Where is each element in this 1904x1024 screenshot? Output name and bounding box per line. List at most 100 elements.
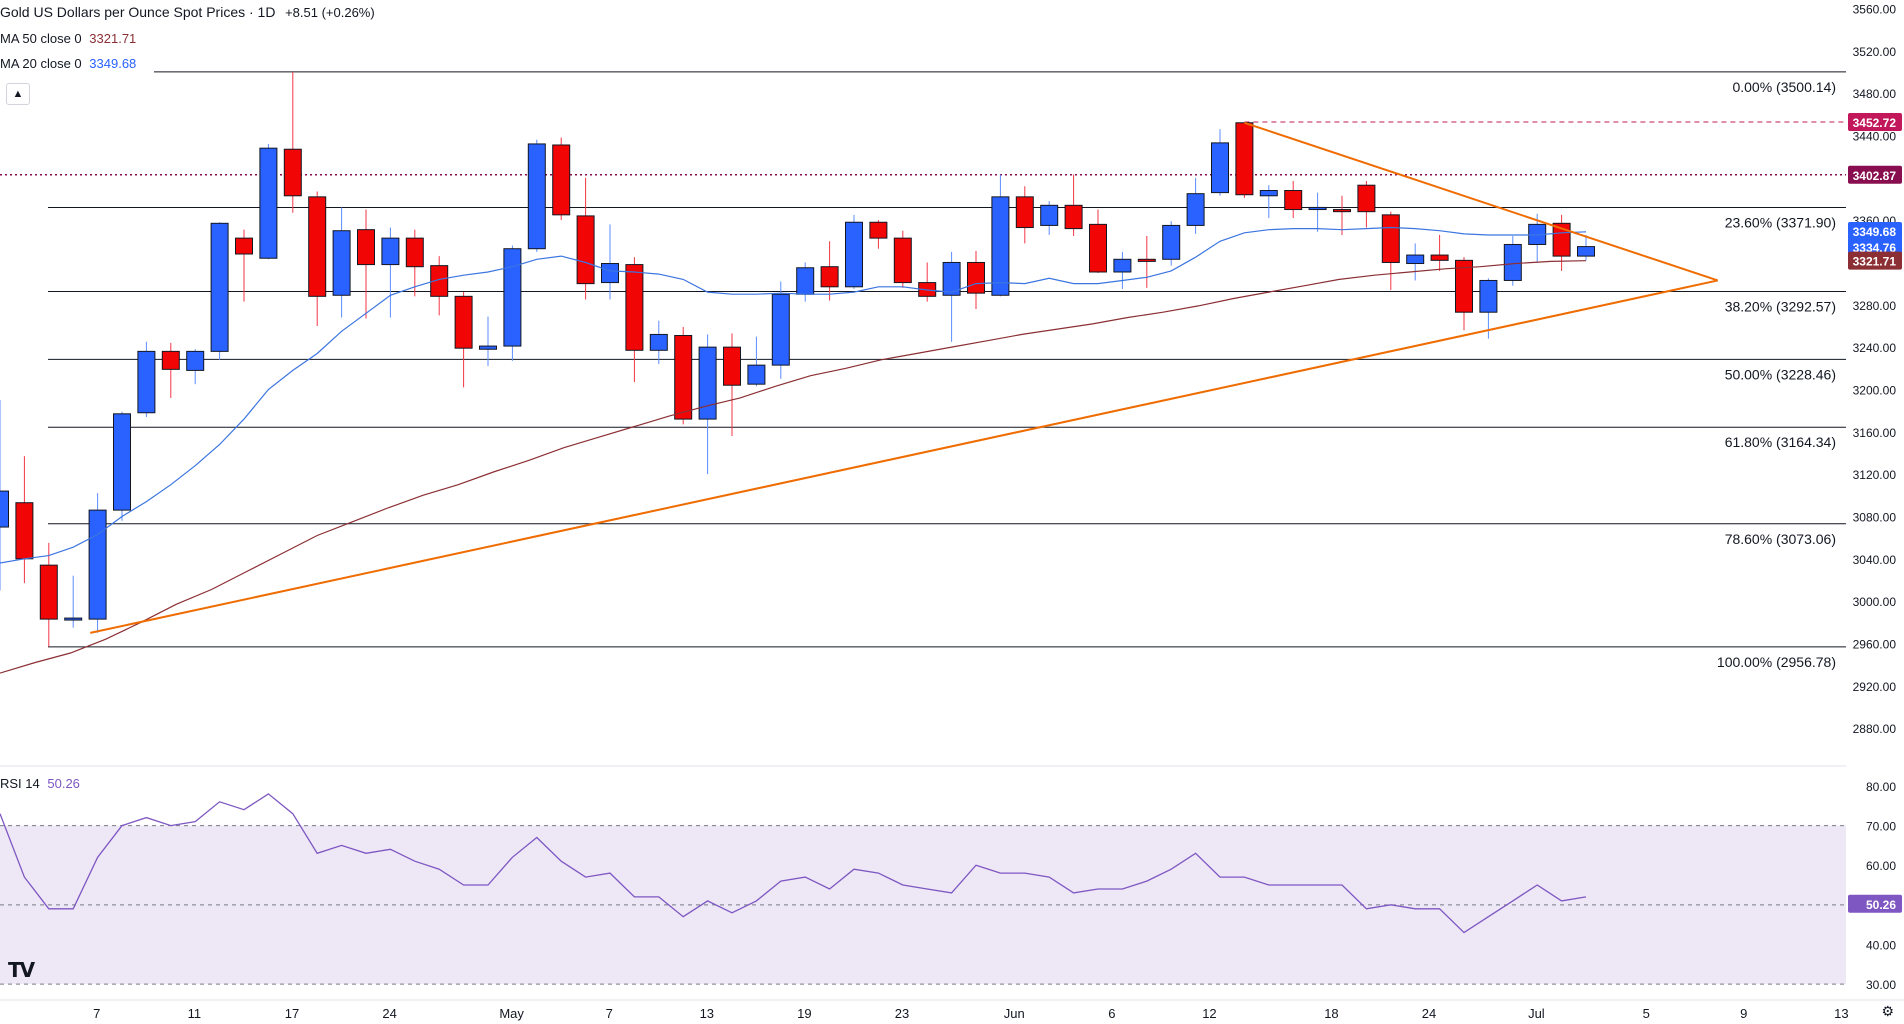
candle-body: [1552, 222, 1571, 257]
candle-body: [1064, 204, 1083, 230]
price-tick-label: 3080.00: [1853, 510, 1897, 524]
fib-label: 61.80% (3164.34): [1725, 434, 1836, 450]
candle-body: [991, 196, 1010, 296]
time-tick-label: Jul: [1528, 1006, 1545, 1021]
candle-body: [576, 215, 595, 285]
rsi-badge-label: 50.26: [1866, 898, 1896, 912]
moving-averages: [0, 226, 1587, 674]
rsi-legend[interactable]: RSI 14 50.26: [0, 776, 80, 791]
candle-body: [39, 564, 58, 620]
candle-body: [113, 413, 131, 511]
candle-body: [1455, 259, 1473, 313]
gear-icon[interactable]: ⚙: [1881, 1003, 1894, 1019]
candle-body: [332, 230, 351, 296]
time-tick-label: May: [499, 1006, 524, 1021]
time-tick-label: 24: [1422, 1006, 1436, 1021]
price-tick-label: 3560.00: [1853, 2, 1897, 16]
candle-body: [381, 237, 400, 266]
candle-body: [649, 333, 668, 351]
ma50-value: 3321.71: [89, 31, 137, 46]
candle-body: [698, 346, 717, 420]
time-tick-label: 9: [1740, 1006, 1747, 1021]
candle-body: [820, 266, 839, 288]
candle-body: [1186, 193, 1205, 226]
price-tick-label: 3520.00: [1853, 45, 1897, 59]
candle-body: [1503, 243, 1522, 281]
ma50-label: MA 50 close 0: [0, 31, 82, 46]
time-tick-label: 19: [797, 1006, 811, 1021]
candle-body: [1577, 246, 1595, 257]
price-badge-label: 3452.72: [1853, 116, 1897, 130]
candle-body: [1089, 223, 1107, 273]
candle-body: [161, 350, 180, 370]
candle-body: [1308, 206, 1327, 211]
price-badge-label: 3334.76: [1853, 241, 1897, 255]
candle-body: [967, 261, 985, 294]
candle-body: [1430, 254, 1449, 261]
candle-body: [1381, 214, 1400, 263]
candle-body: [845, 221, 863, 288]
candle-body: [796, 267, 815, 295]
candle-body: [723, 346, 741, 386]
price-tick-label: 2880.00: [1853, 722, 1897, 736]
chart-title: Gold US Dollars per Ounce Spot Prices · …: [0, 4, 276, 20]
ma20-label: MA 20 close 0: [0, 56, 82, 71]
price-change: +8.51 (+0.26%): [285, 5, 375, 20]
rsi-value: 50.26: [47, 776, 80, 791]
ma20-legend[interactable]: MA 20 close 0 3349.68: [0, 56, 136, 71]
time-tick-label: 6: [1108, 1006, 1115, 1021]
candle-body: [1406, 254, 1425, 265]
tradingview-logo-icon[interactable]: TV: [8, 958, 35, 982]
collapse-legend-button[interactable]: ▲: [6, 83, 30, 105]
chevron-up-icon: ▲: [12, 88, 24, 100]
time-tick-label: 11: [188, 1006, 202, 1021]
time-tick-label: 7: [93, 1006, 100, 1021]
candle-body: [64, 617, 83, 621]
candle-body: [869, 221, 888, 239]
chart-lines: [0, 71, 1846, 767]
fib-labels: 0.00% (3500.14) 23.60% (3371.90) 38.20% (3…: [1717, 79, 1836, 670]
candle-body: [527, 143, 546, 250]
candle-body: [88, 509, 107, 620]
candle-body: [0, 490, 9, 528]
candle-body: [1113, 258, 1132, 273]
candle-body: [552, 144, 571, 216]
candle-body: [1211, 142, 1229, 194]
price-tick-label: 3160.00: [1853, 426, 1897, 440]
price-badge: [1848, 165, 1902, 184]
price-badge: [1848, 237, 1902, 256]
candle-body: [308, 196, 327, 297]
fib-label: 50.00% (3228.46): [1725, 366, 1836, 382]
rsi-tick-label: 60.00: [1866, 859, 1896, 873]
rsi-tick-label: 30.00: [1866, 978, 1896, 992]
price-tick-label: 2960.00: [1853, 637, 1897, 651]
price-badge-label: 3321.71: [1853, 255, 1897, 269]
time-tick-label: 13: [1834, 1006, 1848, 1021]
rsi-badge: [1848, 894, 1902, 913]
candle-body: [1333, 209, 1351, 213]
time-tick-label: 13: [700, 1006, 714, 1021]
time-tick-label: 7: [606, 1006, 613, 1021]
candle-body: [625, 264, 644, 351]
candles: [0, 71, 1595, 647]
candle-body: [1479, 279, 1498, 313]
price-tick-label: 3240.00: [1853, 341, 1897, 355]
candle-body: [1259, 190, 1278, 197]
price-tick-label: 3120.00: [1853, 468, 1897, 482]
fib-label: 100.00% (2956.78): [1717, 654, 1836, 670]
price-tick-label: 3040.00: [1853, 553, 1897, 567]
ma50-legend[interactable]: MA 50 close 0 3321.71: [0, 31, 136, 46]
candle-body: [357, 229, 375, 266]
candle-body: [771, 293, 790, 366]
candle-body: [137, 350, 156, 414]
price-badge: [1848, 251, 1902, 270]
price-tick-label: 3000.00: [1853, 595, 1897, 609]
candle-body: [405, 237, 424, 268]
fib-label: 23.60% (3371.90): [1725, 215, 1836, 231]
candle-body: [283, 148, 302, 197]
time-tick-label: 23: [895, 1006, 909, 1021]
price-badge: [1848, 222, 1902, 241]
fib-label: 0.00% (3500.14): [1732, 79, 1836, 95]
ma50-line: [0, 260, 1587, 674]
